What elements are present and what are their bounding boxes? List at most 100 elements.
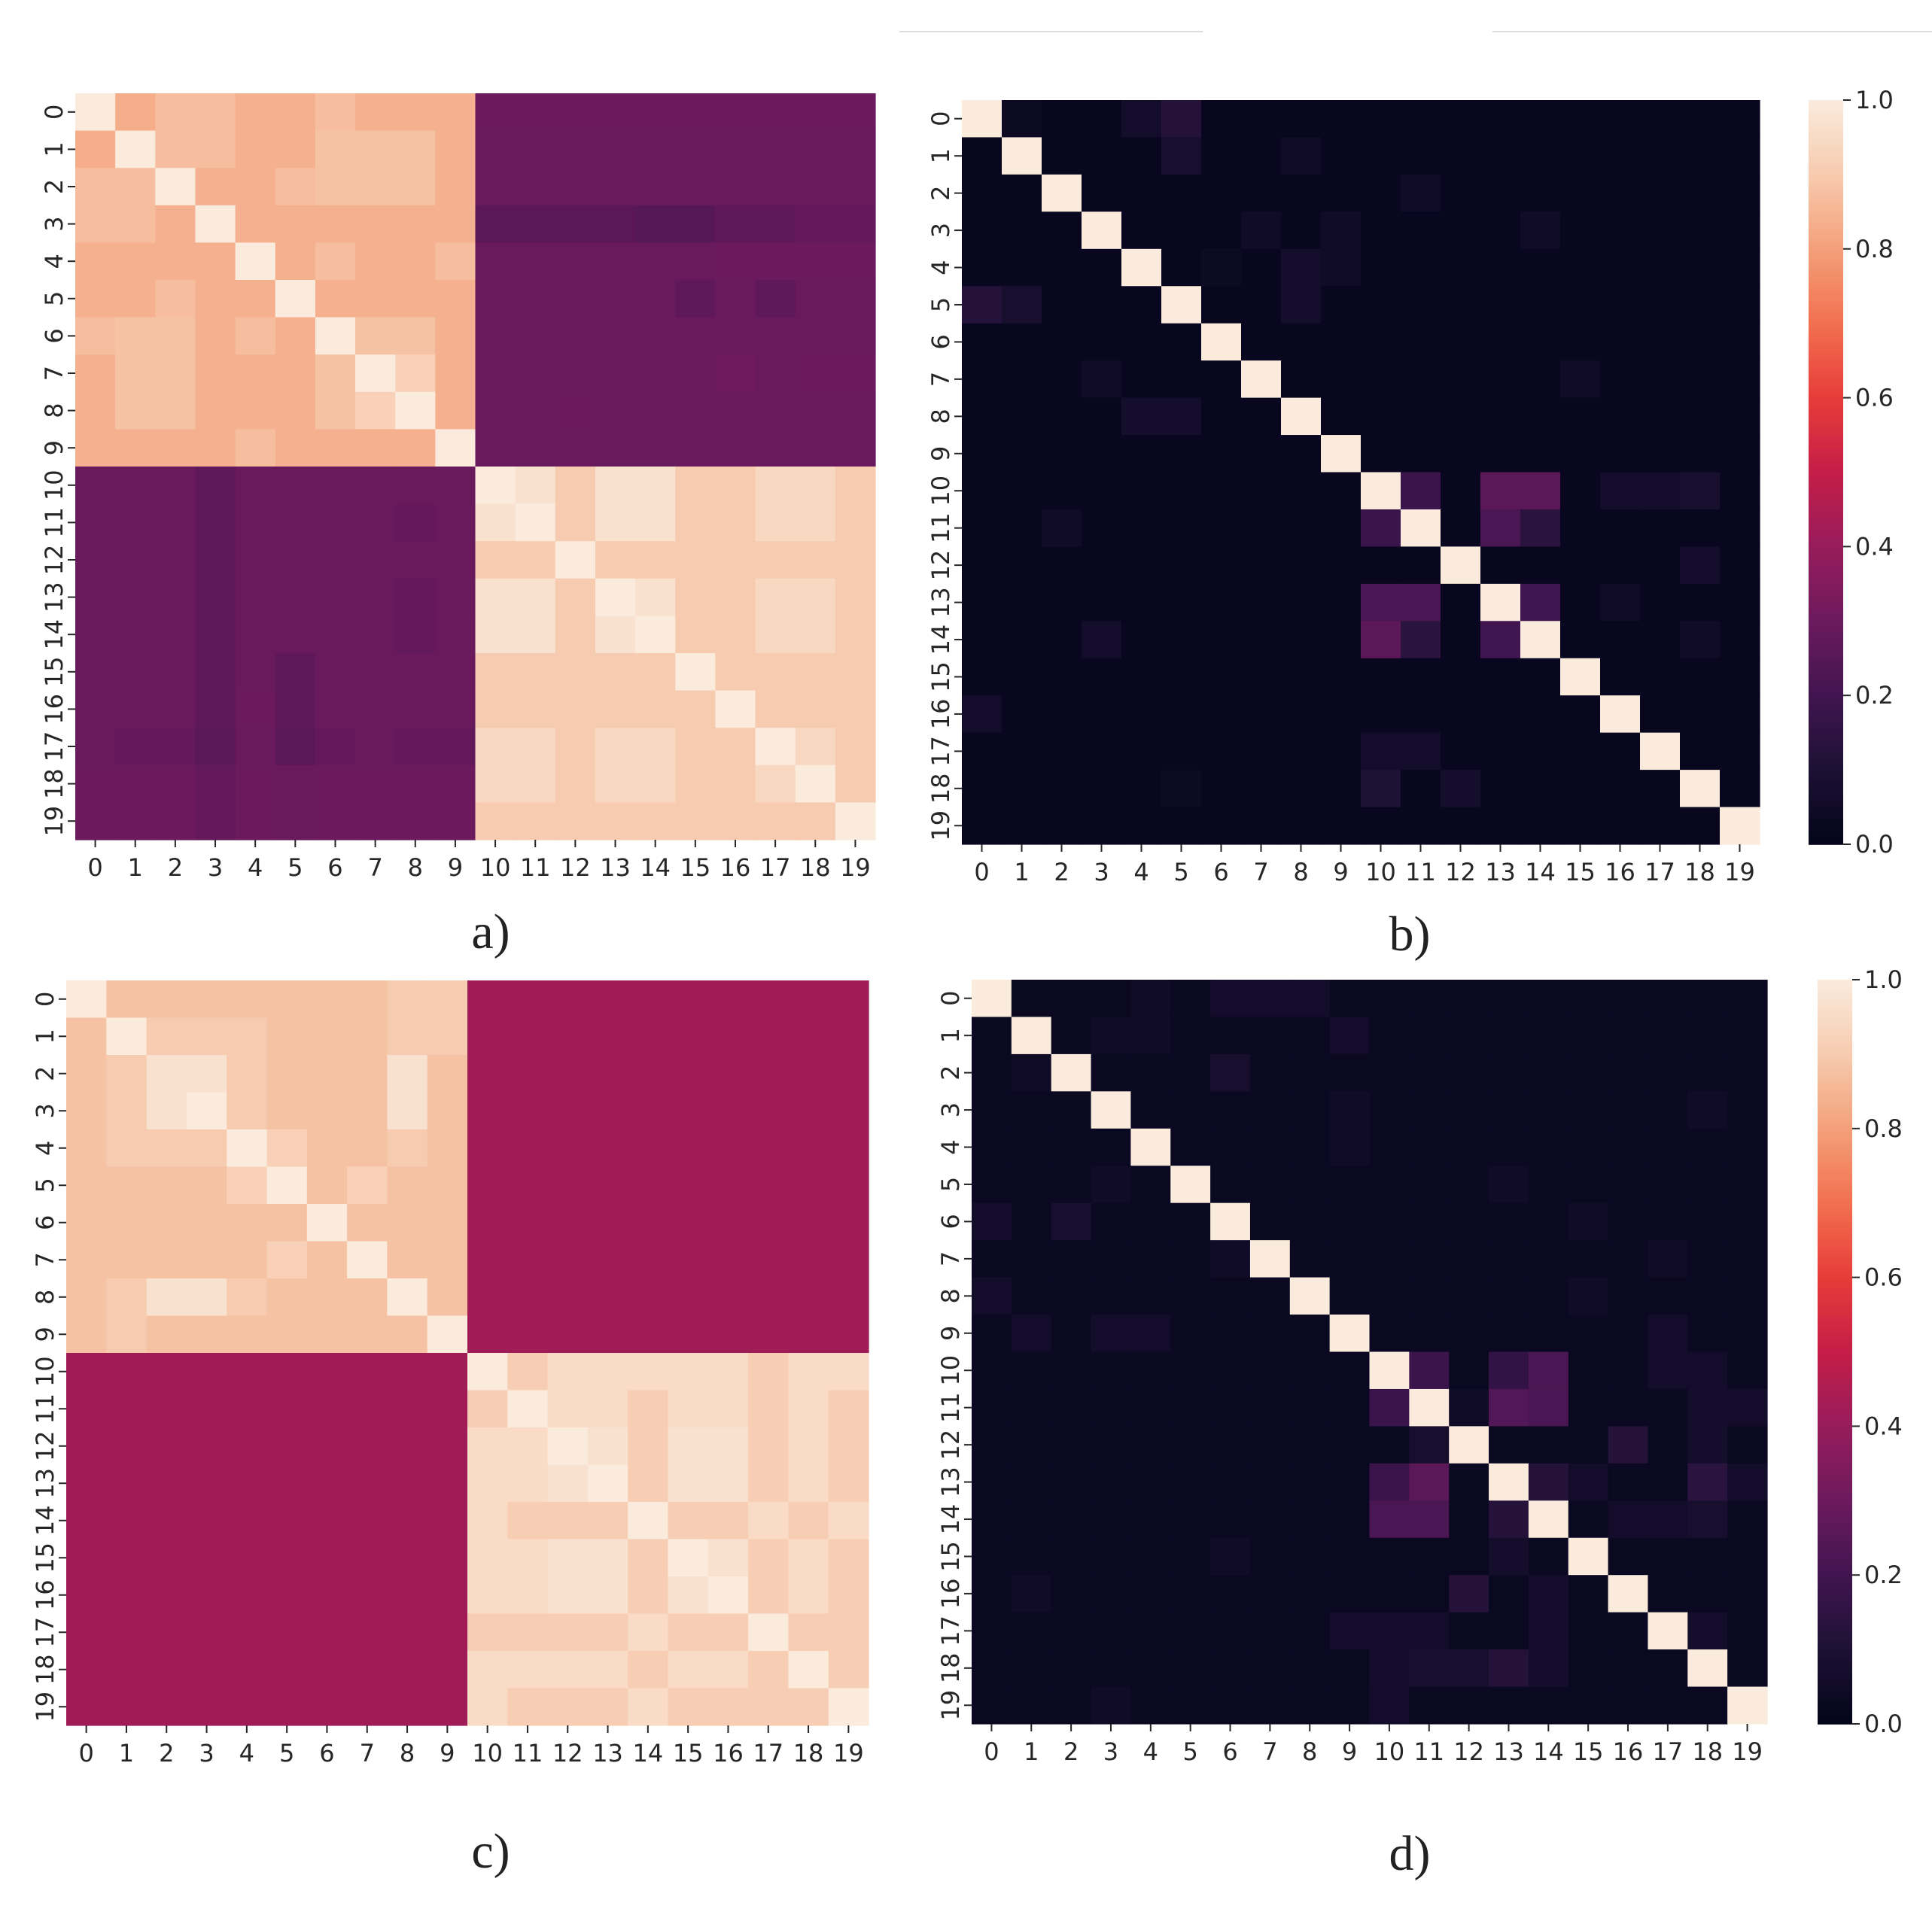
colorbar-segment-b bbox=[1809, 464, 1843, 470]
y-tick-label-b-18: 18 bbox=[926, 773, 955, 804]
heatmap-cell-a-1-1 bbox=[115, 130, 156, 169]
heatmap-cell-b-17-17 bbox=[1640, 732, 1681, 771]
heatmap-cell-b-10-19 bbox=[1720, 472, 1760, 510]
heatmap-cell-d-16-15 bbox=[1568, 1575, 1609, 1613]
heatmap-cell-d-11-17 bbox=[1648, 1388, 1688, 1427]
colorbar-segment-b bbox=[1809, 688, 1843, 693]
colorbar-segment-d bbox=[1818, 1575, 1852, 1579]
heatmap-cell-b-10-7 bbox=[1241, 472, 1282, 510]
heatmap-cell-d-5-10 bbox=[1369, 1166, 1410, 1204]
heatmap-cell-d-17-15 bbox=[1568, 1612, 1609, 1650]
heatmap-cell-b-0-15 bbox=[1560, 100, 1601, 138]
heatmap-cell-a-17-0 bbox=[75, 728, 116, 766]
heatmap-cell-c-11-11 bbox=[507, 1390, 549, 1428]
heatmap-cell-b-2-15 bbox=[1560, 174, 1601, 212]
colorbar-segment-d bbox=[1818, 1392, 1852, 1397]
heatmap-cell-d-8-16 bbox=[1608, 1277, 1649, 1315]
colorbar-segment-b bbox=[1809, 152, 1843, 157]
colorbar-segment-b bbox=[1809, 208, 1843, 213]
colorbar-segment-d bbox=[1818, 1210, 1852, 1215]
heatmap-cell-a-9-15 bbox=[675, 429, 716, 467]
colorbar-segment-b bbox=[1809, 654, 1843, 659]
heatmap-cell-c-18-10 bbox=[467, 1651, 508, 1689]
heatmap-cell-d-9-0 bbox=[972, 1315, 1012, 1353]
heatmap-cell-a-10-2 bbox=[155, 467, 196, 505]
heatmap-cell-a-8-6 bbox=[315, 391, 356, 430]
heatmap-cell-c-17-6 bbox=[306, 1613, 348, 1652]
heatmap-cell-c-17-18 bbox=[788, 1613, 829, 1652]
heatmap-cell-b-6-11 bbox=[1401, 323, 1441, 361]
heatmap-cell-c-15-15 bbox=[668, 1539, 709, 1577]
heatmap-cell-a-0-16 bbox=[715, 93, 756, 132]
heatmap-cell-d-10-1 bbox=[1011, 1351, 1052, 1390]
heatmap-cell-a-11-3 bbox=[195, 503, 236, 542]
heatmap-cell-d-18-14 bbox=[1528, 1649, 1569, 1688]
heatmap-cell-a-17-12 bbox=[555, 728, 596, 766]
heatmap-cell-c-18-18 bbox=[788, 1651, 829, 1689]
heatmap-cell-d-9-6 bbox=[1210, 1315, 1251, 1353]
heatmap-cell-d-19-6 bbox=[1210, 1686, 1251, 1725]
heatmap-cell-a-10-18 bbox=[795, 467, 836, 505]
heatmap-cell-b-1-11 bbox=[1401, 137, 1441, 175]
colorbar-segment-b bbox=[1809, 758, 1843, 764]
x-tick-label-c-7: 7 bbox=[360, 1739, 375, 1768]
x-tick-label-d-19: 19 bbox=[1732, 1737, 1763, 1766]
colorbar-segment-d bbox=[1818, 1567, 1852, 1573]
colorbar-segment-b bbox=[1809, 621, 1843, 626]
heatmap-cell-a-3-3 bbox=[195, 205, 236, 243]
heatmap-cell-c-14-10 bbox=[467, 1502, 508, 1540]
y-tick-label-a-2: 2 bbox=[40, 179, 68, 194]
heatmap-cell-b-8-14 bbox=[1520, 397, 1561, 436]
heatmap-cell-d-1-4 bbox=[1130, 1017, 1171, 1055]
x-tick-label-b-9: 9 bbox=[1333, 858, 1348, 886]
heatmap-cell-d-15-2 bbox=[1051, 1537, 1092, 1576]
heatmap-cell-a-10-19 bbox=[835, 467, 876, 505]
heatmap-cell-b-12-19 bbox=[1720, 546, 1760, 585]
heatmap-cell-c-10-14 bbox=[628, 1353, 669, 1391]
heatmap-cell-c-14-6 bbox=[306, 1502, 348, 1540]
colorbar-segment-d bbox=[1818, 1162, 1852, 1167]
heatmap-cell-b-5-11 bbox=[1401, 286, 1441, 324]
heatmap-cell-d-19-11 bbox=[1409, 1686, 1450, 1725]
colorbar-segment-b bbox=[1809, 345, 1843, 351]
heatmap-cell-b-5-10 bbox=[1361, 286, 1401, 324]
heatmap-cell-a-3-14 bbox=[635, 205, 676, 243]
heatmap-cell-a-19-10 bbox=[475, 802, 516, 840]
heatmap-cell-b-16-7 bbox=[1241, 695, 1282, 734]
x-tick-label-c-9: 9 bbox=[440, 1739, 455, 1768]
colorbar-segment-b bbox=[1809, 252, 1843, 257]
x-tick-label-c-16: 16 bbox=[713, 1739, 744, 1768]
heatmap-cell-b-3-16 bbox=[1600, 211, 1641, 250]
heatmap-cell-b-4-9 bbox=[1321, 248, 1362, 287]
heatmap-cell-b-7-3 bbox=[1082, 360, 1122, 399]
heatmap-cell-b-11-7 bbox=[1241, 509, 1282, 547]
heatmap-cell-c-13-15 bbox=[668, 1464, 709, 1503]
heatmap-cell-c-11-12 bbox=[547, 1390, 589, 1428]
colorbar-segment-d bbox=[1818, 1497, 1852, 1502]
heatmap-cell-a-18-2 bbox=[155, 764, 196, 803]
heatmap-cell-c-4-7 bbox=[347, 1129, 388, 1168]
heatmap-cell-a-16-15 bbox=[675, 690, 716, 728]
x-tick-label-b-4: 4 bbox=[1133, 858, 1149, 886]
colorbar-segment-d bbox=[1818, 1039, 1852, 1044]
heatmap-cell-d-1-17 bbox=[1648, 1017, 1688, 1055]
colorbar-segment-b bbox=[1809, 707, 1843, 711]
heatmap-cell-b-18-7 bbox=[1241, 770, 1282, 808]
heatmap-cell-c-8-12 bbox=[547, 1278, 589, 1317]
heatmap-cell-c-10-8 bbox=[387, 1353, 428, 1391]
heatmap-cell-d-1-0 bbox=[972, 1017, 1012, 1055]
heatmap-cell-d-15-1 bbox=[1011, 1537, 1052, 1576]
colorbar-segment-b bbox=[1809, 409, 1843, 414]
heatmap-cell-b-12-12 bbox=[1441, 546, 1481, 585]
heatmap-cell-b-6-12 bbox=[1441, 323, 1481, 361]
heatmap-cell-d-6-11 bbox=[1409, 1202, 1450, 1241]
heatmap-cell-d-5-16 bbox=[1608, 1166, 1649, 1204]
heatmap-cell-a-13-9 bbox=[435, 578, 476, 616]
heatmap-cell-b-12-18 bbox=[1680, 546, 1721, 585]
colorbar-segment-b bbox=[1809, 185, 1843, 190]
heatmap-cell-b-13-17 bbox=[1640, 583, 1681, 622]
heatmap-cell-a-9-1 bbox=[115, 429, 156, 467]
heatmap-cell-b-17-16 bbox=[1600, 732, 1641, 771]
heatmap-cell-a-7-11 bbox=[515, 354, 556, 393]
heatmap-cell-b-11-6 bbox=[1201, 509, 1242, 547]
